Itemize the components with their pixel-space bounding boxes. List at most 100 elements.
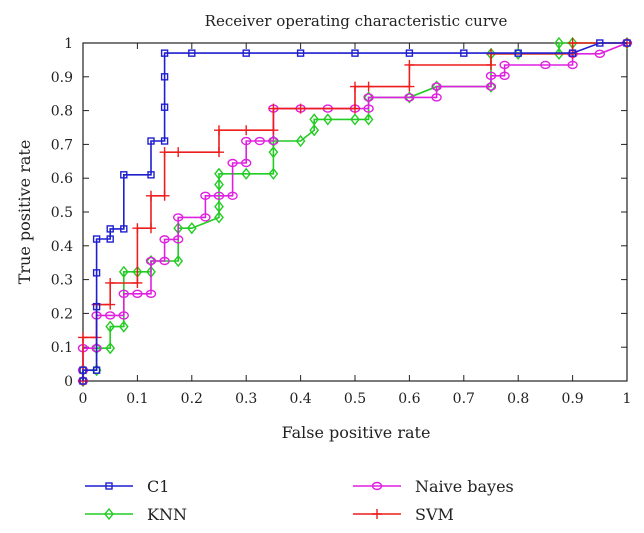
naive-bayes-point [567, 60, 578, 70]
c1-point [147, 171, 155, 179]
naive-bayes-point [363, 104, 374, 113]
knn-point [295, 134, 306, 148]
knn-point [268, 146, 279, 159]
naive-bayes-point [240, 136, 252, 146]
knn-point [268, 134, 279, 148]
x-tick-label: 0.1 [126, 391, 148, 407]
naive-bayes-point [159, 235, 170, 244]
svm-point [146, 190, 156, 201]
svm-point [173, 147, 184, 158]
knn-point [554, 47, 564, 60]
y-tick-label: 0.5 [51, 205, 73, 221]
c1-point [460, 49, 468, 57]
naive-bayes-point [499, 60, 510, 70]
svm-point [78, 332, 88, 343]
svm-point [350, 103, 360, 114]
naive-bayes-point [118, 289, 130, 298]
x-tick-label: 1 [623, 391, 632, 407]
c1-point [106, 235, 114, 243]
naive-bayes-point [431, 82, 442, 91]
c1-point [160, 103, 169, 111]
knn-point [309, 124, 320, 137]
naive-bayes-point [145, 256, 157, 266]
c1-point [92, 235, 101, 243]
x-tick-label: 0.4 [289, 391, 311, 407]
knn-point [322, 113, 333, 126]
knn-point [268, 167, 279, 180]
svm-point [363, 81, 374, 92]
x-tick-label: 0.5 [344, 391, 366, 407]
naive-bayes-point [240, 158, 252, 168]
y-tick-label: 0.1 [51, 340, 73, 356]
series-c1 [79, 39, 631, 385]
svm-point [268, 103, 279, 114]
knn-point [404, 91, 415, 104]
knn-point [214, 178, 224, 191]
svm-point [146, 223, 156, 234]
y-tick-label: 0.9 [51, 70, 73, 86]
y-tick-label: 0.7 [51, 137, 73, 153]
knn-point [241, 167, 252, 180]
legend-label: KNN [147, 505, 187, 524]
naive-bayes-point [172, 213, 184, 222]
legend-item-knn: KNN [85, 505, 187, 524]
legend-swatch-marker [372, 509, 382, 519]
x-tick-label: 0 [79, 391, 88, 407]
c1-point [623, 39, 631, 47]
svm-point [132, 277, 143, 288]
x-tick-label: 0.3 [235, 391, 257, 407]
y-axis-label: True positive rate [15, 140, 34, 285]
legend-item-svm: SVM [353, 505, 454, 524]
knn-point [214, 167, 224, 180]
x-tick-label: 0.6 [398, 391, 420, 407]
c1-point [79, 366, 87, 374]
c1-point [92, 269, 101, 277]
c1-line [82, 42, 627, 381]
naive-bayes-point [363, 93, 374, 102]
legend-label: SVM [415, 505, 454, 524]
c1-point [92, 366, 101, 374]
legend-label: C1 [147, 477, 169, 496]
c1-point [514, 49, 522, 57]
naive-bayes-point [227, 191, 238, 200]
naive-bayes-point [172, 235, 184, 244]
knn-point [173, 254, 184, 268]
svm-point [567, 38, 578, 48]
naive-bayes-point [404, 93, 415, 102]
c1-point [120, 171, 128, 179]
naive-bayes-point [431, 93, 442, 102]
y-tick-label: 1 [64, 36, 73, 52]
knn-point [350, 113, 360, 126]
x-axis-label: False positive rate [282, 423, 431, 442]
svm-point [132, 223, 143, 234]
knn-point [105, 342, 116, 355]
svm-point [159, 190, 170, 201]
x-tick-label: 0.9 [561, 391, 583, 407]
knn-point [554, 36, 564, 50]
naive-bayes-point [200, 213, 211, 222]
c1-point [79, 377, 87, 385]
plot-area: 0 0.1 0.2 0.3 0.4 0.5 0.6 0.7 0.8 0.9 1 0 0.1 0.2 0.3 0… [51, 36, 633, 407]
legend-item-naive-bayes: Naive bayes [353, 477, 514, 496]
y-tick-label: 0.6 [51, 171, 73, 187]
knn-point [363, 113, 374, 126]
c1-point [160, 49, 169, 57]
x-tick-label: 0.8 [507, 391, 529, 407]
legend-label: Naive bayes [415, 477, 514, 496]
c1-point [160, 137, 169, 145]
naive-bayes-point [132, 289, 143, 298]
c1-point [596, 39, 604, 47]
knn-point [105, 320, 116, 333]
svm-point [486, 59, 496, 70]
svm-point [350, 81, 360, 92]
naive-bayes-point [254, 136, 265, 146]
y-tick-label: 0.2 [51, 306, 73, 322]
naive-bayes-point [159, 256, 170, 266]
chart-title: Receiver operating characteristic curve [205, 12, 508, 30]
c1-point [568, 49, 577, 57]
naive-bayes-point [540, 60, 551, 70]
naive-bayes-point [485, 71, 497, 80]
y-tick-label: 0.4 [51, 239, 73, 255]
knn-point [214, 211, 224, 224]
